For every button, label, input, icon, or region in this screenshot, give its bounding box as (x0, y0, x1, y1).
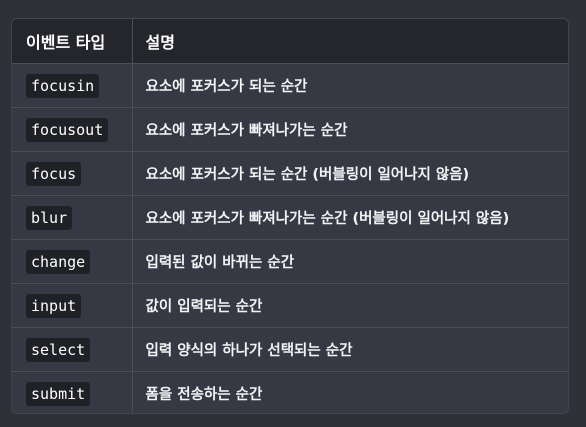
table-row: submit 폼을 전송하는 순간 (12, 371, 568, 413)
event-type-table: 이벤트 타입 설명 focusin 요소에 포커스가 되는 순간 focusou… (12, 19, 568, 413)
table-header-row: 이벤트 타입 설명 (12, 19, 568, 64)
event-type-code: select (26, 337, 91, 362)
table-row: focus 요소에 포커스가 되는 순간 (버블링이 일어나지 않음) (12, 151, 568, 196)
description-cell: 요소에 포커스가 되는 순간 (132, 63, 568, 108)
event-type-code: input (26, 293, 82, 318)
event-type-cell: change (12, 239, 133, 284)
event-type-cell: submit (12, 371, 133, 413)
description-cell: 값이 입력되는 순간 (132, 283, 568, 328)
event-type-cell: input (12, 283, 133, 328)
event-type-code: focusout (26, 117, 109, 142)
description-cell: 폼을 전송하는 순간 (145, 387, 263, 403)
table-row: focusout 요소에 포커스가 빠져나가는 순간 (12, 107, 568, 152)
table-row: input 값이 입력되는 순간 (12, 283, 568, 328)
header-description: 설명 (132, 19, 568, 64)
table-row: change 입력된 값이 바뀌는 순간 (12, 239, 568, 284)
table-row: select 입력 양식의 하나가 선택되는 순간 (12, 327, 568, 372)
event-type-cell: focus (12, 151, 133, 196)
header-event-type: 이벤트 타입 (12, 19, 133, 64)
description-cell: 요소에 포커스가 되는 순간 (버블링이 일어나지 않음) (132, 151, 568, 196)
event-type-code: submit (26, 381, 91, 406)
event-type-code: change (26, 249, 91, 274)
event-type-cell: focusout (12, 107, 133, 152)
event-type-code: focus (26, 161, 82, 186)
event-type-code: blur (26, 205, 73, 230)
event-type-cell: select (12, 327, 133, 372)
description-cell: 입력 양식의 하나가 선택되는 순간 (132, 327, 568, 372)
event-type-cell: blur (12, 195, 133, 240)
description-cell: 요소에 포커스가 빠져나가는 순간 (버블링이 일어나지 않음) (132, 195, 568, 240)
table-row: focusin 요소에 포커스가 되는 순간 (12, 63, 568, 108)
description-cell: 입력된 값이 바뀌는 순간 (132, 239, 568, 284)
table-row: blur 요소에 포커스가 빠져나가는 순간 (버블링이 일어나지 않음) (12, 195, 568, 240)
event-type-cell: focusin (12, 63, 133, 108)
event-type-table-frame: 이벤트 타입 설명 focusin 요소에 포커스가 되는 순간 focusou… (11, 18, 569, 414)
event-type-code: focusin (26, 73, 100, 98)
description-cell: 요소에 포커스가 빠져나가는 순간 (132, 107, 568, 152)
